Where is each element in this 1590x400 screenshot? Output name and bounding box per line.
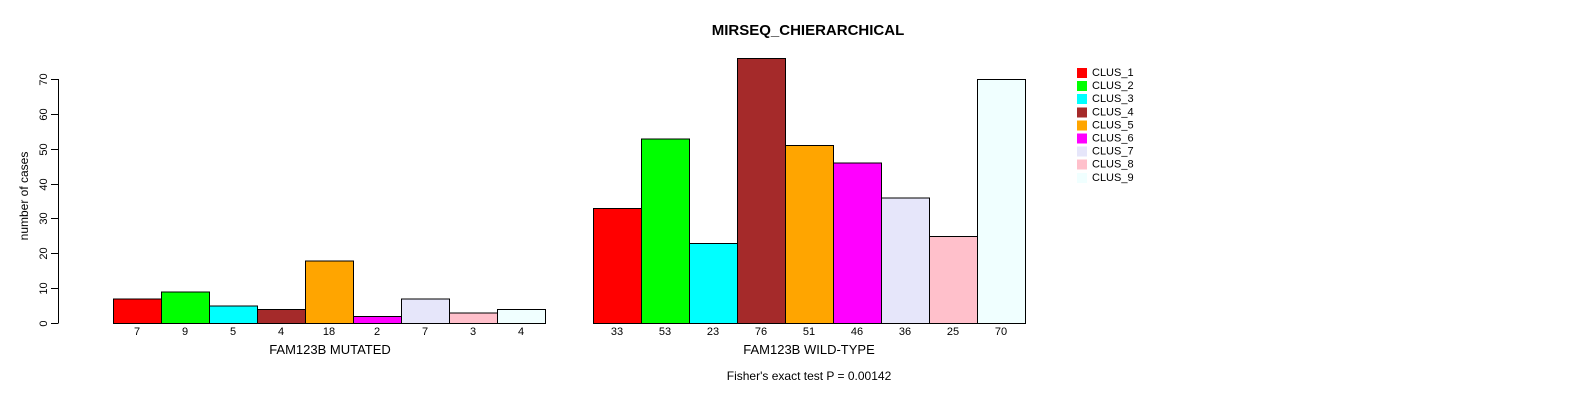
bar-clus_4 [737, 58, 786, 324]
legend-label-clus_1: CLUS_1 [1092, 67, 1134, 79]
chart-title: MIRSEQ_CHIERARCHICAL [711, 22, 905, 39]
legend-label-clus_6: CLUS_6 [1092, 133, 1134, 145]
bar-value-label: 25 [947, 326, 959, 338]
bar-value-label: 4 [278, 326, 284, 338]
y-tick-label: 50 [38, 143, 50, 155]
legend-label-clus_3: CLUS_3 [1092, 93, 1134, 105]
bar-value-label: 18 [323, 326, 335, 338]
bar-value-label: 33 [611, 326, 623, 338]
legend-swatch-clus_5 [1077, 120, 1087, 131]
legend-label-clus_9: CLUS_9 [1092, 172, 1134, 184]
bar-clus_7 [401, 298, 450, 325]
y-tick-label: 70 [38, 73, 50, 85]
bar-value-label: 36 [899, 326, 911, 338]
bar-value-label: 2 [374, 326, 380, 338]
legend-swatch-clus_6 [1077, 133, 1087, 144]
legend-label-clus_8: CLUS_8 [1092, 159, 1134, 171]
bar-clus_1 [113, 298, 162, 325]
y-tick-label: 40 [38, 178, 50, 190]
group-label-mutated: FAM123B MUTATED [269, 342, 391, 357]
bar-clus_9 [977, 79, 1026, 324]
bar-value-label: 9 [182, 326, 188, 338]
bar-value-label: 23 [707, 326, 719, 338]
bar-clus_3 [689, 242, 738, 324]
bar-value-label: 4 [518, 326, 524, 338]
bar-clus_2 [161, 291, 210, 324]
legend-label-clus_5: CLUS_5 [1092, 119, 1134, 131]
bar-clus_6 [353, 316, 402, 324]
legend-swatch-clus_2 [1077, 81, 1087, 92]
y-tick-label: 10 [38, 282, 50, 294]
legend-label-clus_7: CLUS_7 [1092, 146, 1134, 158]
bar-value-label: 51 [803, 326, 815, 338]
bar-value-label: 5 [230, 326, 236, 338]
y-tick-label: 20 [38, 247, 50, 259]
bar-clus_9 [497, 309, 546, 324]
group-label-wildtype: FAM123B WILD-TYPE [743, 342, 875, 357]
bar-value-label: 76 [755, 326, 767, 338]
bar-clus_5 [785, 145, 834, 324]
legend-swatch-clus_7 [1077, 146, 1087, 157]
y-tick-label: 0 [38, 320, 50, 326]
bar-clus_8 [449, 312, 498, 324]
bar-clus_1 [593, 207, 642, 325]
bar-value-label: 70 [995, 326, 1007, 338]
legend-swatch-clus_1 [1077, 68, 1087, 78]
bar-clus_2 [641, 138, 690, 324]
legend-swatch-clus_3 [1077, 94, 1087, 105]
legend-swatch-clus_9 [1077, 172, 1087, 183]
legend-swatch-clus_4 [1077, 107, 1087, 118]
y-tick-label: 30 [38, 212, 50, 224]
fisher-test-annotation: Fisher's exact test P = 0.00142 [726, 369, 892, 383]
legend-label-clus_2: CLUS_2 [1092, 80, 1134, 92]
bar-value-label: 7 [134, 326, 140, 338]
bar-clus_7 [881, 197, 930, 324]
bar-clus_3 [209, 305, 258, 325]
bar-clus_5 [305, 260, 354, 324]
bar-clus_8 [929, 235, 978, 325]
bar-value-label: 3 [470, 326, 476, 338]
legend-label-clus_4: CLUS_4 [1092, 106, 1134, 118]
legend-swatch-clus_8 [1077, 159, 1087, 170]
bar-value-label: 53 [659, 326, 671, 338]
y-tick-label: 60 [38, 108, 50, 120]
bar-clus_4 [257, 309, 306, 324]
bar-value-label: 7 [422, 326, 428, 338]
bar-value-label: 46 [851, 326, 863, 338]
bar-clus_6 [833, 162, 882, 324]
